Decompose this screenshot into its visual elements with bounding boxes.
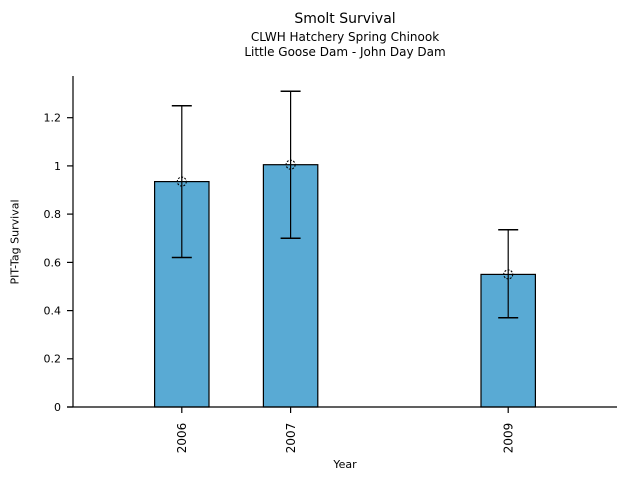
y-tick-label: 1 bbox=[54, 160, 61, 173]
chart-subtitle-line1: CLWH Hatchery Spring Chinook bbox=[250, 30, 440, 44]
chart-subtitle-line2: Little Goose Dam - John Day Dam bbox=[244, 45, 446, 59]
x-tick-label: 2006 bbox=[175, 423, 189, 454]
y-tick-label: 0.2 bbox=[44, 353, 62, 366]
y-tick-label: 0.8 bbox=[44, 208, 62, 221]
y-tick-label: 1.2 bbox=[44, 112, 62, 125]
x-tick-label: 2007 bbox=[284, 423, 298, 454]
point-estimate-marker bbox=[285, 159, 296, 170]
chart-title: Smolt Survival bbox=[294, 11, 396, 27]
point-estimate-marker bbox=[503, 269, 514, 280]
point-estimate-marker bbox=[176, 176, 187, 187]
y-tick-label: 0 bbox=[54, 401, 61, 414]
y-tick-label: 0.6 bbox=[44, 256, 62, 269]
y-tick-label: 0.4 bbox=[44, 304, 62, 317]
x-axis-label: Year bbox=[333, 458, 357, 471]
x-tick-label: 2009 bbox=[501, 423, 515, 454]
